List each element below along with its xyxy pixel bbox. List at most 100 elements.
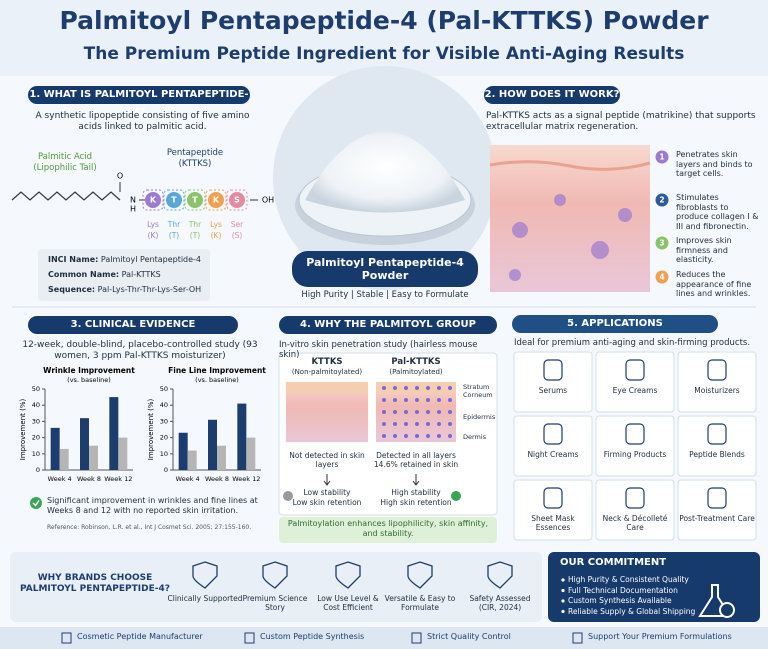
x-tick-label: Week 4	[176, 475, 200, 483]
label: Pentapeptide	[166, 148, 224, 158]
residue-box	[163, 189, 185, 211]
x-tick-label: Week 4	[48, 475, 72, 483]
peptide-dot	[415, 386, 419, 390]
label: (KTTKS)	[178, 159, 212, 169]
step-badge	[655, 150, 669, 164]
peptide-dot	[426, 386, 430, 390]
why-heading: WHY BRANDS CHOOSE PALMITOYL PENTAPEPTIDE…	[20, 573, 170, 594]
chart-title: Wrinkle Improvement	[43, 366, 135, 375]
application-label: Sheet Mask Essences	[531, 514, 575, 532]
y-tick-label: 50	[160, 385, 168, 393]
peptide-dot	[404, 398, 408, 402]
why-item: Clinically Supported	[167, 594, 243, 603]
application-label: Eye Creams	[612, 386, 658, 395]
tagline: High Purity | Stable | Easy to Formulate	[301, 290, 469, 300]
info-row: Common Name: Pal-KTTKS	[48, 270, 161, 280]
description: Ideal for premium anti-aging and skin-fi…	[514, 338, 751, 348]
peptide-dot	[404, 422, 408, 426]
footer-item: Strict Quality Control	[427, 632, 511, 641]
step-text: Improves skin firmness and elasticity.	[676, 236, 732, 265]
peptide-dot	[404, 410, 408, 414]
residue-letter: T	[171, 196, 177, 205]
step-number: 2	[659, 196, 664, 205]
peptide-dot	[437, 410, 441, 414]
section-heading: 5. APPLICATIONS	[512, 315, 718, 333]
peptide-dot	[382, 422, 386, 426]
peptide-dot	[382, 386, 386, 390]
peptide-dot	[426, 410, 430, 414]
info-value: Pal-Lys-Thr-Thr-Lys-Ser-OH	[95, 285, 202, 294]
bar	[118, 437, 128, 470]
residue-name: Thr	[188, 220, 202, 229]
peptide-dot	[448, 386, 452, 390]
footer-icon	[572, 632, 583, 644]
residue-code: (K)	[211, 231, 222, 240]
bar	[109, 397, 119, 470]
step-text: Reduces the appearance of fine lines and…	[676, 270, 752, 299]
residue-box	[205, 189, 227, 211]
label: Palmitic Acid	[37, 152, 93, 162]
arrow-head	[412, 480, 420, 486]
stratum-band	[286, 382, 368, 394]
info-label: Sequence:	[48, 285, 96, 294]
y-tick-label: 20	[32, 434, 40, 442]
residue	[145, 192, 161, 208]
footer-icon	[61, 632, 72, 644]
info-value: Palmitoyl Pentapeptide-4	[98, 255, 202, 264]
why-icon	[262, 561, 288, 589]
why-item: Low Use Level & Cost Efficient	[317, 594, 379, 612]
atom-label: H	[130, 205, 136, 214]
y-tick-label: 10	[32, 450, 40, 458]
description: A synthetic lipopeptide consisting of fi…	[35, 111, 250, 132]
application-card	[595, 415, 675, 477]
info-label: INCI Name:	[48, 255, 99, 264]
peptide-dot	[393, 410, 397, 414]
application-card	[677, 415, 757, 477]
application-icon	[707, 423, 727, 445]
residue-letter: K	[213, 196, 220, 205]
application-label: Night Creams	[527, 450, 579, 459]
residue	[208, 192, 224, 208]
application-label: Post-Treatment Care	[679, 514, 755, 523]
atom-label: N	[130, 196, 136, 205]
bar	[246, 437, 256, 470]
x-tick-label: Week 8	[205, 475, 229, 483]
layer-label: Epidermis	[463, 413, 496, 421]
residue-box	[184, 189, 206, 211]
residue-code: (T)	[190, 231, 201, 240]
y-tick-label: 50	[32, 385, 40, 393]
bar	[237, 403, 247, 470]
product-label: Palmitoyl Pentapeptide-4 Powder	[292, 251, 478, 288]
y-tick-label: 10	[160, 450, 168, 458]
step-number: 3	[659, 239, 664, 248]
column-sub: (Palmitoylated)	[389, 368, 443, 376]
powder	[305, 130, 465, 213]
peptide-dot	[448, 410, 452, 414]
cells	[509, 194, 632, 281]
why-icon	[407, 561, 433, 589]
check	[32, 500, 40, 507]
bullet	[561, 609, 565, 614]
bar	[187, 450, 197, 470]
bar	[50, 427, 60, 470]
column-name: Pal-KTTKS	[391, 357, 441, 367]
y-tick-label: 30	[32, 417, 40, 425]
bar	[59, 448, 69, 470]
commitment-item: Custom Synthesis Available	[568, 596, 672, 605]
peptide-dot	[437, 422, 441, 426]
peptide-dot	[382, 398, 386, 402]
skin-surface	[489, 160, 651, 171]
application-label: Firming Products	[603, 450, 667, 459]
commitment-item: Full Technical Documentation	[568, 585, 678, 595]
conclusion-box	[279, 517, 497, 543]
application-card	[513, 351, 593, 413]
label: (Lipophilic Tail)	[33, 163, 97, 173]
title: Palmitoyl Pentapeptide-4 (Pal-KTTKS) Pow…	[59, 6, 709, 35]
bullet	[561, 599, 565, 603]
application-label: Moisturizers	[694, 386, 740, 395]
atom-label: OH	[262, 196, 274, 205]
info-box	[38, 249, 210, 301]
x-tick-label: Week 8	[77, 475, 101, 483]
